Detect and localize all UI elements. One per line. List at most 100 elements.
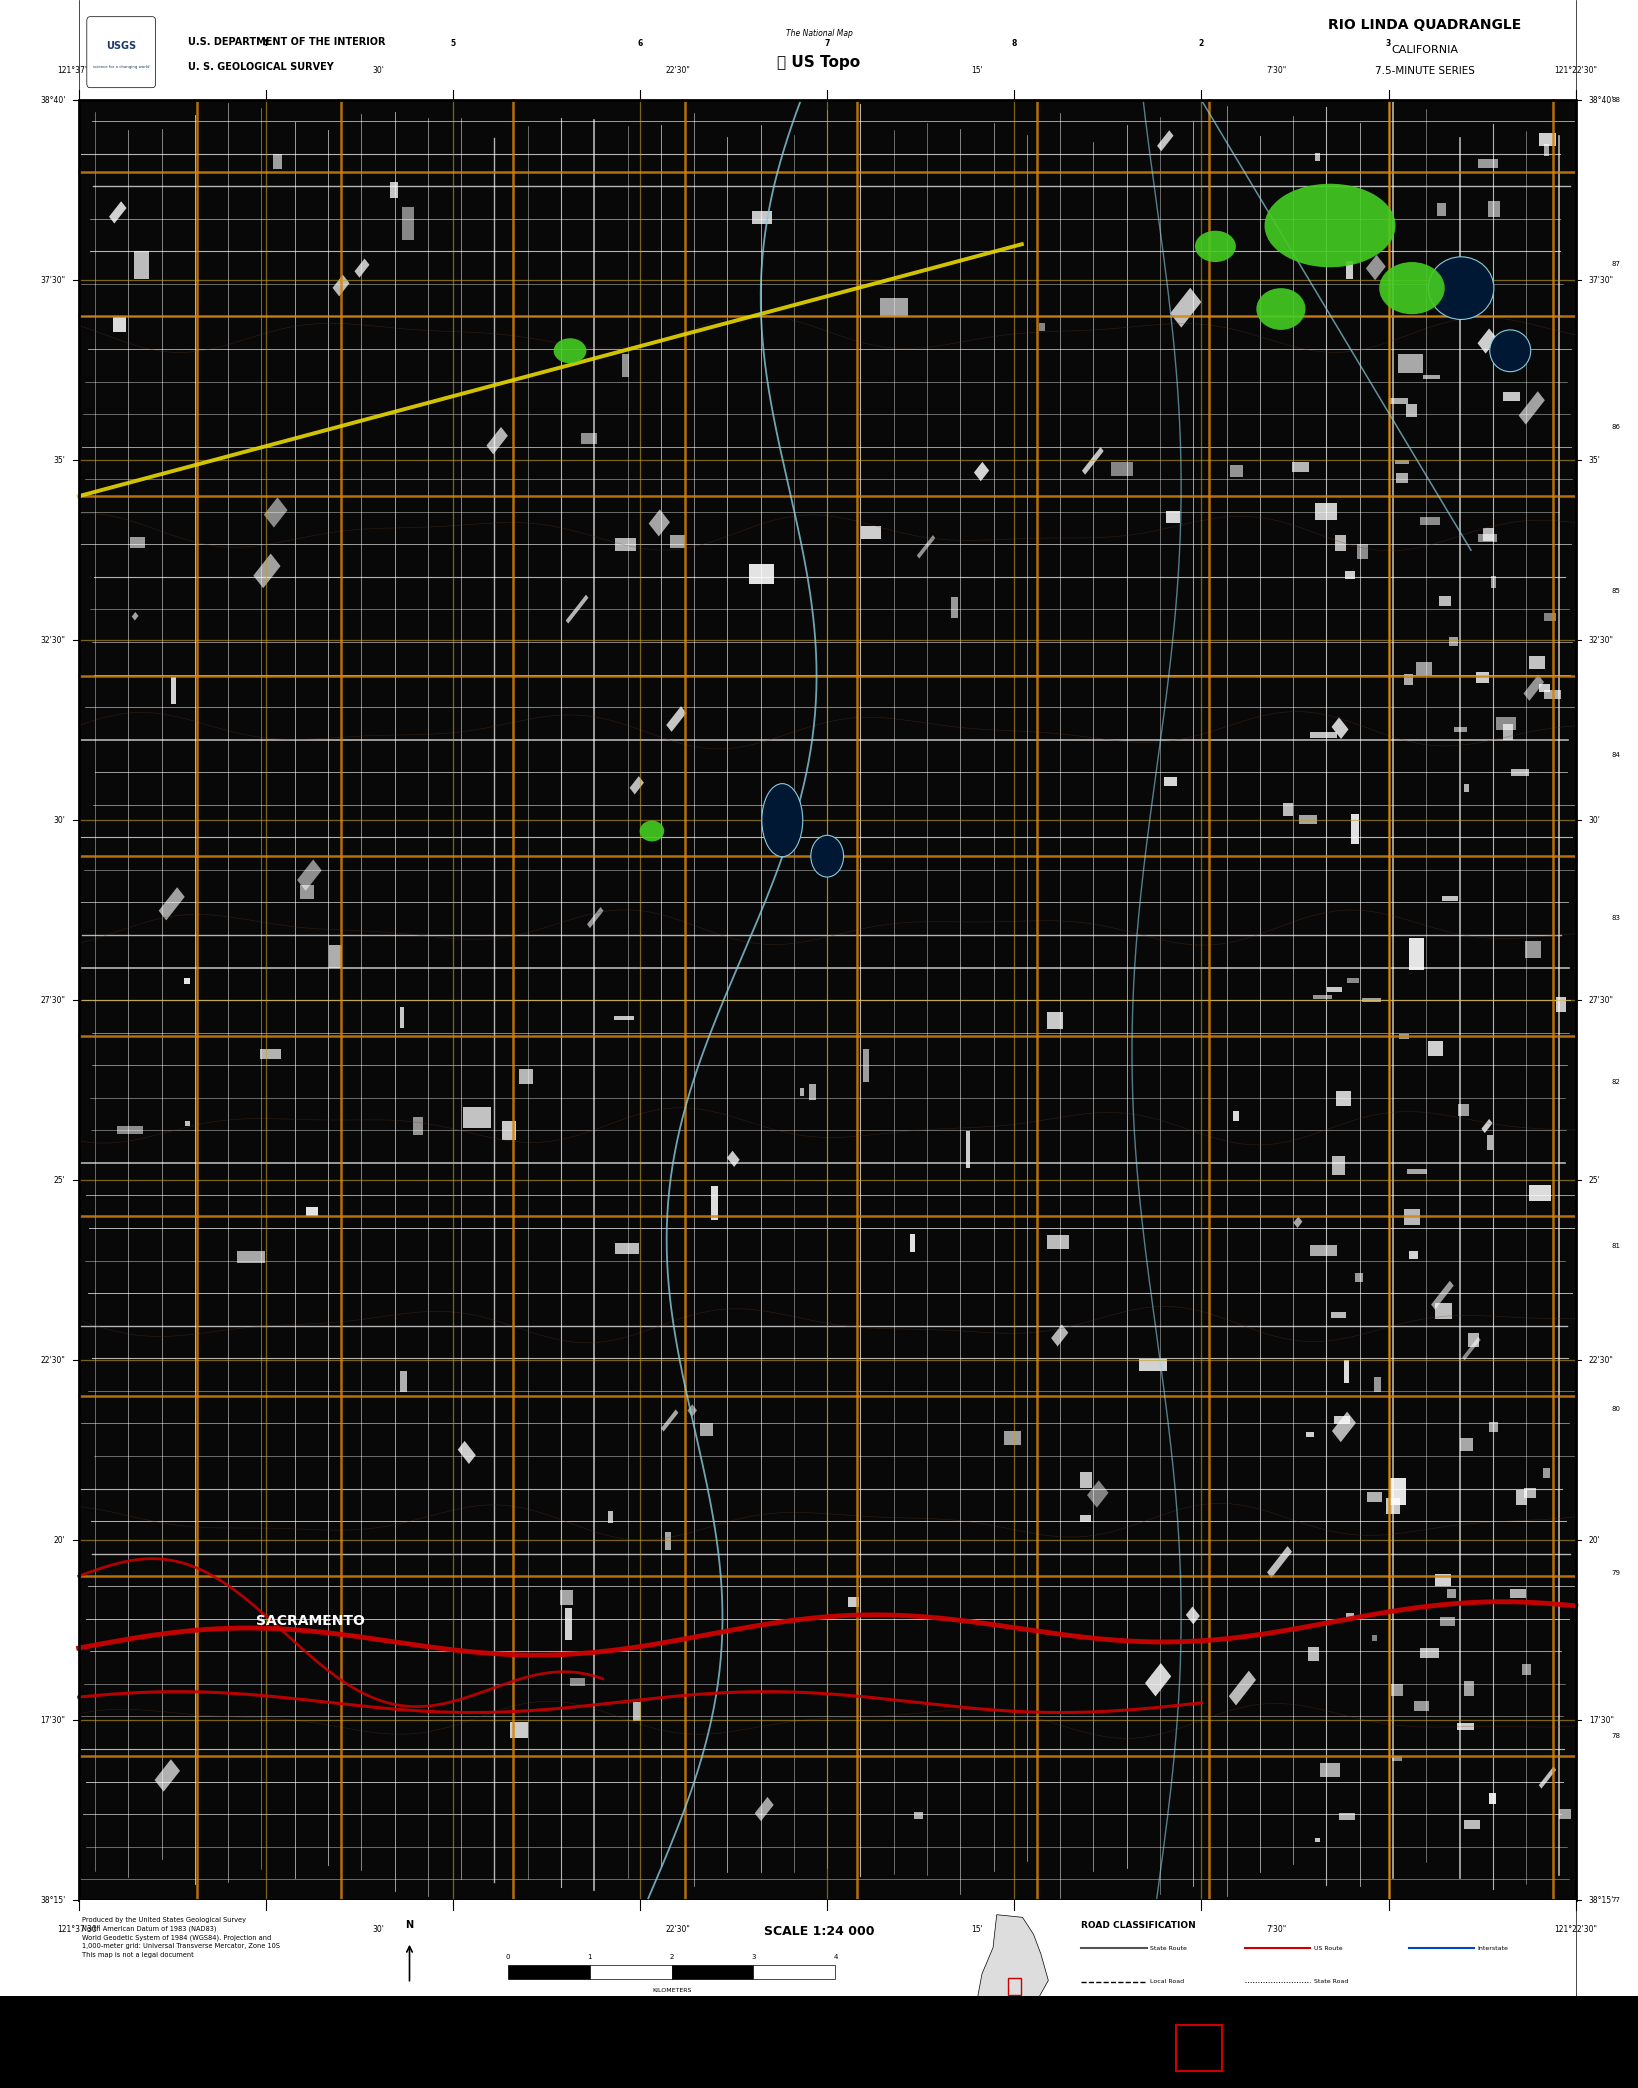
Bar bbox=[727, 1150, 740, 1167]
Bar bbox=[1489, 200, 1500, 217]
Bar bbox=[1463, 1336, 1481, 1361]
Bar bbox=[1363, 998, 1381, 1002]
Bar bbox=[1414, 1702, 1430, 1710]
Bar bbox=[880, 299, 909, 317]
Bar bbox=[1047, 1011, 1063, 1029]
Bar bbox=[632, 1702, 640, 1721]
Bar bbox=[614, 1242, 639, 1253]
Text: Produced by the United States Geological Survey
North American Datum of 1983 (NA: Produced by the United States Geological… bbox=[82, 1917, 280, 1959]
Bar bbox=[848, 1597, 860, 1608]
Bar bbox=[134, 251, 149, 280]
Text: 121°22'30": 121°22'30" bbox=[1554, 67, 1597, 75]
Bar bbox=[260, 1050, 282, 1059]
Text: 30': 30' bbox=[54, 816, 66, 825]
Bar bbox=[1166, 512, 1181, 524]
Bar bbox=[1523, 674, 1545, 702]
Bar bbox=[333, 276, 349, 296]
Bar bbox=[590, 1965, 672, 1979]
Text: ⌖ US Topo: ⌖ US Topo bbox=[778, 54, 860, 71]
Bar bbox=[639, 2004, 704, 2017]
Text: 4: 4 bbox=[264, 40, 269, 48]
Bar bbox=[1081, 1472, 1093, 1489]
Bar bbox=[614, 537, 636, 551]
Bar bbox=[1335, 535, 1346, 551]
Bar bbox=[1468, 1332, 1479, 1347]
Text: 7.5-MINUTE SERIES: 7.5-MINUTE SERIES bbox=[1376, 67, 1474, 75]
Bar bbox=[672, 1965, 753, 1979]
Bar bbox=[1320, 1762, 1340, 1777]
Bar bbox=[1458, 1105, 1469, 1117]
Bar bbox=[1437, 203, 1446, 215]
Bar bbox=[110, 200, 126, 223]
Text: 25': 25' bbox=[54, 1176, 66, 1184]
Text: 38°40': 38°40' bbox=[1589, 96, 1613, 104]
Bar bbox=[1481, 1119, 1492, 1134]
Bar bbox=[688, 1405, 698, 1416]
Bar bbox=[1305, 1432, 1314, 1437]
Bar bbox=[1389, 397, 1409, 403]
Text: US Route: US Route bbox=[1314, 1946, 1342, 1950]
Text: 15': 15' bbox=[971, 67, 983, 75]
Bar bbox=[701, 1424, 713, 1437]
Bar bbox=[1399, 1034, 1409, 1040]
Text: 22'30": 22'30" bbox=[665, 67, 690, 75]
Bar bbox=[1510, 768, 1528, 777]
Bar bbox=[1477, 159, 1497, 167]
Bar bbox=[1404, 1209, 1420, 1226]
Text: 7'30": 7'30" bbox=[1266, 67, 1286, 75]
Bar bbox=[1345, 570, 1355, 578]
Bar bbox=[400, 1006, 405, 1027]
Bar bbox=[1338, 1812, 1355, 1821]
Text: 81: 81 bbox=[1612, 1242, 1620, 1249]
Bar bbox=[1366, 255, 1386, 280]
Text: State Road: State Road bbox=[1314, 1979, 1348, 1984]
Bar bbox=[1346, 979, 1360, 983]
Text: 37'30": 37'30" bbox=[1589, 276, 1613, 284]
Ellipse shape bbox=[1265, 184, 1396, 267]
Text: State Route: State Route bbox=[1150, 1946, 1188, 1950]
Text: U. S. GEOLOGICAL SURVEY: U. S. GEOLOGICAL SURVEY bbox=[188, 63, 334, 71]
Bar bbox=[354, 259, 370, 278]
Bar bbox=[1351, 814, 1360, 844]
Bar bbox=[662, 1409, 678, 1432]
Bar bbox=[400, 1372, 408, 1393]
Bar bbox=[1432, 1280, 1453, 1309]
Bar bbox=[1170, 288, 1201, 328]
FancyBboxPatch shape bbox=[87, 17, 156, 88]
Text: 17'30": 17'30" bbox=[1589, 1716, 1613, 1725]
Bar bbox=[329, 944, 342, 969]
Bar bbox=[1528, 656, 1545, 668]
Text: 38°15': 38°15' bbox=[41, 1896, 66, 1904]
Bar bbox=[649, 509, 670, 537]
Text: 0: 0 bbox=[506, 1954, 509, 1959]
Bar bbox=[1314, 994, 1332, 1000]
Text: 3: 3 bbox=[752, 1954, 755, 1959]
Bar bbox=[1407, 1169, 1427, 1173]
Text: 20': 20' bbox=[54, 1535, 66, 1545]
Bar bbox=[1052, 1324, 1068, 1347]
Bar bbox=[79, 100, 1576, 1900]
Bar bbox=[1545, 689, 1561, 699]
Text: SACRAMENTO: SACRAMENTO bbox=[256, 1614, 365, 1629]
Text: 85: 85 bbox=[1612, 589, 1620, 595]
Bar bbox=[1337, 1092, 1351, 1105]
Bar bbox=[1396, 474, 1409, 482]
Bar bbox=[1332, 1157, 1345, 1176]
Bar bbox=[185, 1121, 190, 1125]
Bar bbox=[1283, 804, 1292, 816]
Bar bbox=[1525, 1489, 1536, 1497]
Bar bbox=[1538, 683, 1550, 691]
Text: 121°37'30": 121°37'30" bbox=[57, 1925, 100, 1933]
Bar bbox=[129, 537, 144, 549]
Bar bbox=[1394, 459, 1409, 464]
Text: 25': 25' bbox=[1589, 1176, 1600, 1184]
Bar bbox=[519, 1069, 532, 1084]
Text: 88: 88 bbox=[1612, 98, 1620, 102]
Bar bbox=[1332, 718, 1348, 739]
Text: U.S. DEPARTMENT OF THE INTERIOR: U.S. DEPARTMENT OF THE INTERIOR bbox=[188, 38, 387, 46]
Bar bbox=[1502, 725, 1514, 739]
Bar bbox=[1310, 733, 1337, 737]
Bar bbox=[1315, 1837, 1320, 1842]
Bar bbox=[1038, 324, 1045, 330]
Bar bbox=[1504, 393, 1520, 401]
